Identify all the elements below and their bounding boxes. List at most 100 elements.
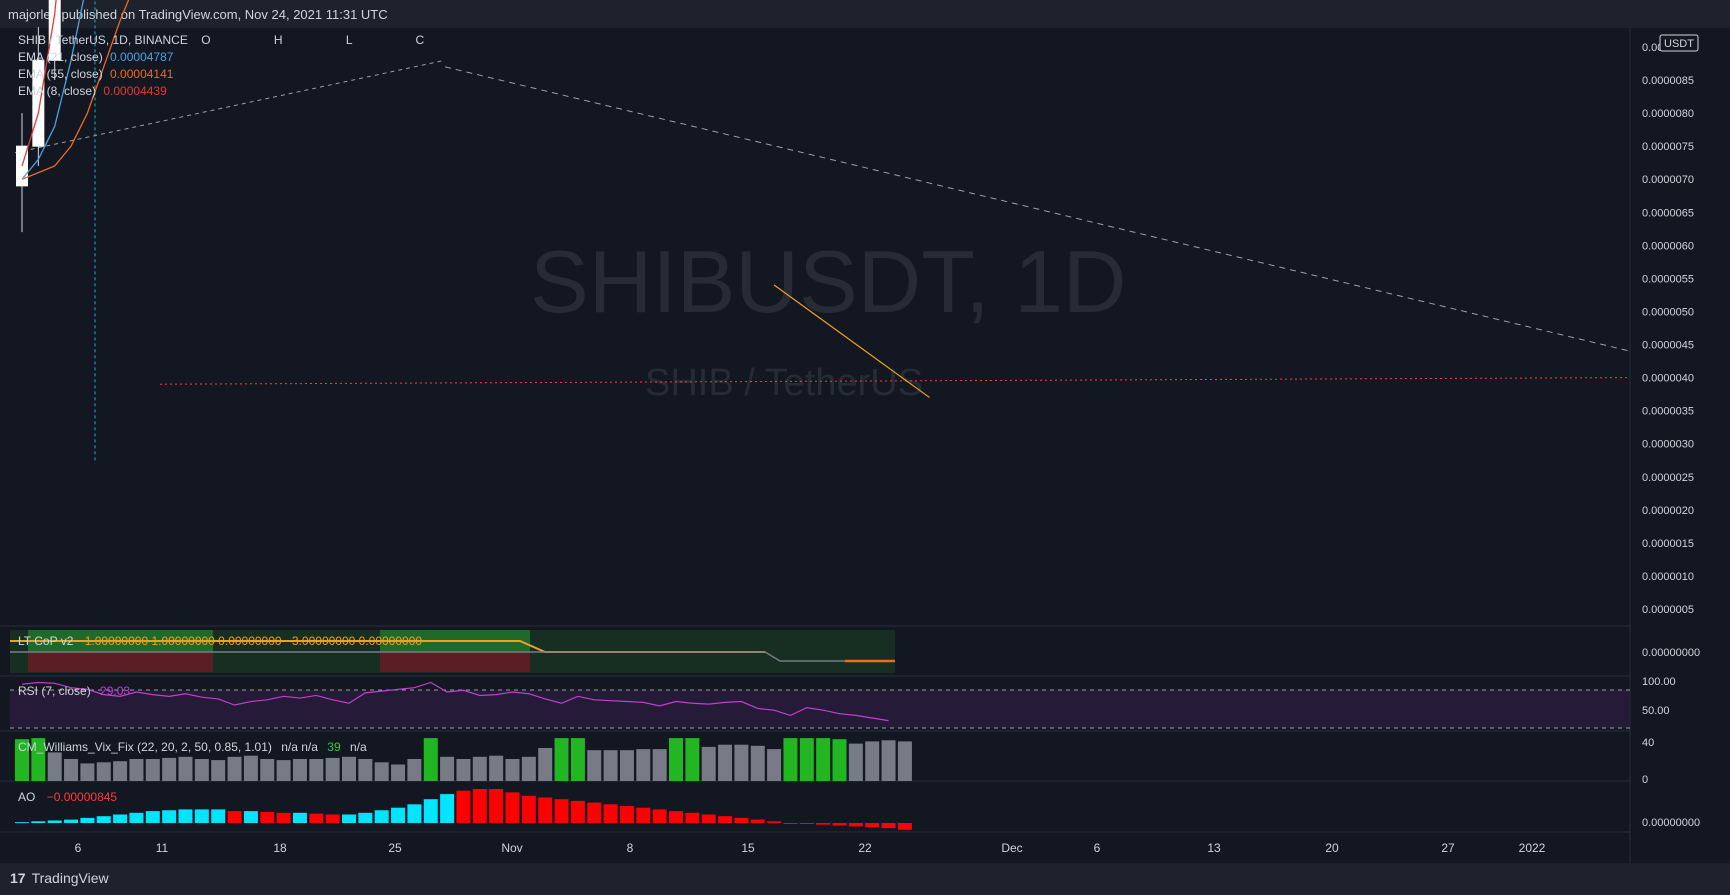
vix-bar — [587, 750, 602, 781]
rsi-band — [10, 690, 1630, 728]
x-tick-label: 27 — [1441, 841, 1455, 855]
x-tick-label: Nov — [501, 841, 522, 855]
ao-bar — [456, 790, 471, 823]
watermark-symbol: SHIBUSDT, 1D — [530, 232, 1127, 331]
ema8-value: 0.00004439 — [103, 84, 167, 98]
symbol-line: SHIB / TetherUS, 1D, BINANCE — [18, 33, 188, 47]
ao-bar — [767, 821, 782, 823]
ao-bar — [309, 813, 324, 823]
x-tick-label: 6 — [75, 841, 82, 855]
vix-bar — [145, 759, 160, 781]
vix-value: 39 — [327, 740, 341, 754]
vix-bar — [47, 752, 62, 781]
dashed-rise-line — [14, 59, 446, 154]
vix-bar — [358, 759, 373, 781]
ohlc-l: L — [345, 33, 353, 47]
tradingview-logo[interactable]: 17 TradingView — [10, 870, 109, 886]
vix-na: n/a n/a — [281, 740, 318, 754]
ao-bar — [881, 823, 896, 829]
ao-bar — [701, 814, 716, 823]
ao-bar — [718, 816, 733, 823]
y-tick-label: 0.0000040 — [1642, 373, 1694, 385]
ao-legend[interactable]: AO −0.00000845 — [18, 790, 117, 804]
ema55-legend[interactable]: EMA (55, close) 0.00004141 — [18, 66, 424, 83]
ao-bar — [570, 800, 585, 823]
x-tick-label: 13 — [1207, 841, 1221, 855]
ao-bar — [113, 814, 128, 823]
vix-bar — [603, 750, 618, 781]
vix-bar — [96, 762, 111, 781]
y-tick-label: 0.0000060 — [1642, 240, 1694, 252]
ema8-label: EMA (8, close) — [18, 84, 97, 98]
ao-bar — [750, 819, 765, 823]
x-tick-label: 22 — [858, 841, 872, 855]
y-tick-label: 0.0000005 — [1642, 604, 1694, 616]
vix-bar — [799, 738, 814, 781]
vix-legend[interactable]: CM_Williams_Vix_Fix (22, 20, 2, 50, 0.85… — [18, 740, 367, 754]
ao-bar — [96, 816, 111, 823]
ltcop-red-zone — [28, 652, 213, 672]
vix-bar — [407, 759, 422, 781]
top-bar: majorlee published on TradingView.com, N… — [0, 0, 1730, 28]
y-tick-label: 0.0000075 — [1642, 141, 1694, 153]
currency-label: USDT — [1664, 38, 1694, 50]
vix-bar — [669, 738, 683, 781]
vix-bar — [292, 759, 307, 781]
y-tick-label: 0.0000050 — [1642, 306, 1694, 318]
vix-bar — [15, 739, 29, 781]
vix-bar — [652, 749, 667, 781]
x-tick-label: 18 — [273, 841, 287, 855]
ao-bar — [472, 789, 487, 823]
ao-bar — [734, 817, 749, 823]
vix-bar — [538, 748, 553, 781]
vix-bar — [848, 743, 863, 781]
ao-bar — [129, 812, 144, 823]
vix-bar — [309, 759, 324, 781]
ao-bar — [162, 810, 177, 823]
ao-bar — [832, 823, 847, 826]
dashed-trendline — [444, 66, 1631, 352]
ltcop-line-2 — [10, 651, 895, 662]
ltcop-legend[interactable]: LT CoP v2 1.00000000 1.00000000 0.000000… — [18, 634, 422, 648]
ao-bar — [587, 802, 602, 823]
x-tick-label: 20 — [1325, 841, 1339, 855]
ao-bar — [652, 809, 667, 823]
ao-bar — [342, 814, 356, 823]
ao-bar — [603, 804, 618, 823]
y-tick-label: 0.0000015 — [1642, 538, 1694, 550]
ao-bar — [848, 823, 863, 827]
vix-bar — [162, 757, 177, 781]
ao-bar — [325, 814, 340, 823]
x-tick-label: 8 — [627, 841, 634, 855]
symbol-legend[interactable]: SHIB / TetherUS, 1D, BINANCE O H L C — [18, 32, 424, 49]
ao-bar — [816, 823, 831, 825]
candle-body — [48, 0, 61, 61]
ao-bar — [80, 817, 95, 823]
main-legend: SHIB / TetherUS, 1D, BINANCE O H L C EMA… — [18, 32, 424, 100]
rsi-line — [21, 681, 889, 722]
vix-bar — [472, 756, 487, 781]
vix-bar — [881, 740, 896, 781]
watermark-name: SHIB / TetherUS — [645, 362, 923, 404]
vix-bar — [211, 760, 226, 781]
vix-bar — [374, 762, 389, 781]
ao-bar — [505, 792, 520, 823]
vix-bar — [685, 738, 700, 781]
x-tick-label: 6 — [1094, 841, 1101, 855]
ltcop-label: LT CoP v2 — [18, 634, 74, 648]
ao-bar — [276, 812, 291, 823]
y-tick-label: 0.0000045 — [1642, 340, 1694, 352]
ema21-legend[interactable]: EMA (21, close) 0.00004787 — [18, 49, 424, 66]
y-tick-label: 0.0000020 — [1642, 505, 1694, 517]
ao-bar — [260, 811, 275, 823]
candle-body — [32, 59, 45, 147]
vix-bar — [897, 741, 912, 781]
ema8-legend[interactable]: EMA (8, close) 0.00004439 — [18, 83, 424, 100]
x-tick-label: 15 — [741, 841, 755, 855]
bottom-bar: 17 TradingView — [0, 863, 1730, 895]
rsi-legend[interactable]: RSI (7, close) 29.03 — [18, 684, 130, 698]
vix-bar — [342, 756, 356, 781]
y-tick-label: 0.0000070 — [1642, 174, 1694, 186]
vix-axis-top: 40 — [1642, 737, 1654, 749]
